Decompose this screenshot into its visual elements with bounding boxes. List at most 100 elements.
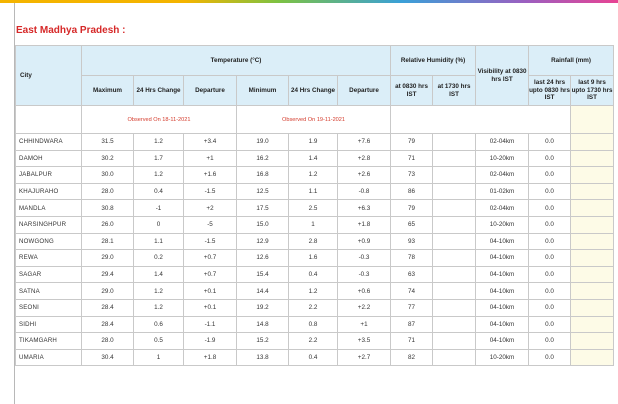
cell-maximum: 29.0	[81, 249, 134, 267]
section-title: East Madhya Pradesh :	[16, 25, 126, 36]
cell-rain-24h: 0.0	[528, 182, 572, 201]
table-row: REWA 29.0 0.2 +0.7 12.6 1.6 -0.3 78 04-10km 0.0	[15, 249, 615, 267]
cell-rain-24h: 0.0	[528, 232, 572, 251]
cell-rain-9h	[570, 182, 615, 201]
cell-max-departure: +1	[183, 149, 237, 168]
cell-maximum: 30.4	[81, 348, 134, 367]
cell-max-departure: +2	[183, 199, 237, 217]
cell-min-24h-change: 1.2	[288, 166, 338, 184]
cell-city: KHAJURAHO	[15, 182, 82, 201]
table-row: SAGAR 29.4 1.4 +0.7 15.4 0.4 -0.3 63 04-10km 0.0	[15, 265, 615, 284]
cell-maximum: 29.0	[81, 282, 134, 300]
cell-city: MANDLA	[15, 199, 82, 217]
cell-rain-24h: 0.0	[528, 332, 572, 350]
cell-max-24h-change: 1.1	[133, 232, 184, 251]
cell-visibility: 02-04km	[475, 166, 530, 184]
cell-rh-1730	[432, 149, 477, 168]
cell-maximum: 30.0	[81, 166, 134, 184]
cell-min-24h-change: 1.6	[288, 249, 338, 267]
cell-visibility: 10-20km	[475, 215, 530, 234]
cell-min-departure: +6.3	[336, 199, 392, 217]
cell-rh-1730	[432, 298, 477, 317]
cell-min-departure: +2.7	[336, 348, 392, 367]
cell-city: JABALPUR	[15, 166, 82, 184]
cell-rain-9h	[570, 265, 615, 284]
cell-minimum: 15.0	[236, 215, 289, 234]
cell-minimum: 17.5	[236, 199, 289, 217]
cell-rain-9h	[570, 298, 615, 317]
cell-maximum: 29.4	[81, 265, 134, 284]
cell-max-departure: +3.4	[183, 133, 237, 151]
cell-max-departure: +0.7	[183, 249, 237, 267]
col-group-rainfall: Rainfall (mm)	[528, 45, 615, 76]
cell-min-departure: +3.5	[336, 332, 392, 350]
cell-max-departure: +1.6	[183, 166, 237, 184]
cell-city: NOWGONG	[15, 232, 82, 251]
cell-min-departure: +2.6	[336, 166, 392, 184]
observed-note-max: Observed On 18-11-2021	[81, 105, 237, 134]
table-row: SATNA 29.0 1.2 +0.1 14.4 1.2 +0.6 74 04-10km 0.0	[15, 282, 615, 300]
cell-max-24h-change: 0.6	[133, 315, 184, 334]
cell-visibility: 04-10km	[475, 265, 530, 284]
col-header-rh-0830: at 0830 hrs IST	[390, 75, 434, 106]
table-row: NOWGONG 28.1 1.1 -1.5 12.9 2.8 +0.9 93 04-10km 0.…	[15, 232, 615, 251]
cell-rh-0830: 87	[390, 315, 434, 334]
cell-rh-1730	[432, 348, 477, 367]
cell-minimum: 14.8	[236, 315, 289, 334]
cell-visibility: 01-02km	[475, 182, 530, 201]
col-group-humidity: Relative Humidity (%)	[390, 45, 477, 76]
cell-min-departure: +2.2	[336, 298, 392, 317]
cell-min-departure: -0.8	[336, 182, 392, 201]
cell-rain-24h: 0.0	[528, 199, 572, 217]
cell-max-24h-change: 0.4	[133, 182, 184, 201]
cell-rain-24h: 0.0	[528, 282, 572, 300]
cell-city: SIDHI	[15, 315, 82, 334]
cell-visibility: 10-20km	[475, 149, 530, 168]
cell-rh-0830: 78	[390, 249, 434, 267]
cell-min-departure: +2.8	[336, 149, 392, 168]
cell-min-departure: -0.3	[336, 249, 392, 267]
cell-city: CHHINDWARA	[15, 133, 82, 151]
cell-rh-0830: 63	[390, 265, 434, 284]
top-color-stripe	[0, 0, 618, 3]
cell-visibility: 04-10km	[475, 249, 530, 267]
cell-max-24h-change: 1.4	[133, 265, 184, 284]
cell-visibility: 04-10km	[475, 232, 530, 251]
cell-max-24h-change: 1	[133, 348, 184, 367]
cell-max-24h-change: 0	[133, 215, 184, 234]
cell-minimum: 15.2	[236, 332, 289, 350]
cell-max-24h-change: 1.7	[133, 149, 184, 168]
cell-min-24h-change: 0.4	[288, 265, 338, 284]
cell-rh-0830: 71	[390, 332, 434, 350]
cell-minimum: 16.8	[236, 166, 289, 184]
cell-visibility: 02-04km	[475, 133, 530, 151]
cell-min-24h-change: 2.5	[288, 199, 338, 217]
cell-visibility: 04-10km	[475, 332, 530, 350]
table-row: NARSINGHPUR 26.0 0 -5 15.0 1 +1.8 65 10-20km 0.0	[15, 215, 615, 234]
cell-rh-1730	[432, 265, 477, 284]
table-header: City Temperature (°C) Relative Humidity …	[15, 45, 615, 134]
observed-blank-cell	[390, 105, 572, 134]
cell-maximum: 30.8	[81, 199, 134, 217]
cell-maximum: 30.2	[81, 149, 134, 168]
cell-min-departure: +1	[336, 315, 392, 334]
cell-rh-1730	[432, 133, 477, 151]
cell-rain-9h	[570, 332, 615, 350]
cell-rh-1730	[432, 315, 477, 334]
cell-max-24h-change: 0.5	[133, 332, 184, 350]
cell-minimum: 12.9	[236, 232, 289, 251]
cell-rain-24h: 0.0	[528, 133, 572, 151]
cell-city: SATNA	[15, 282, 82, 300]
cell-rain-9h	[570, 215, 615, 234]
cell-rh-0830: 79	[390, 133, 434, 151]
cell-rain-24h: 0.0	[528, 348, 572, 367]
cell-maximum: 28.1	[81, 232, 134, 251]
cell-min-24h-change: 2.2	[288, 298, 338, 317]
cell-max-departure: -1.5	[183, 232, 237, 251]
cell-max-24h-change: 1.2	[133, 133, 184, 151]
observed-blank-cell	[570, 105, 615, 134]
cell-rain-24h: 0.0	[528, 298, 572, 317]
cell-maximum: 28.4	[81, 315, 134, 334]
cell-max-24h-change: 1.2	[133, 166, 184, 184]
col-header-min-departure: Departure	[336, 75, 392, 106]
